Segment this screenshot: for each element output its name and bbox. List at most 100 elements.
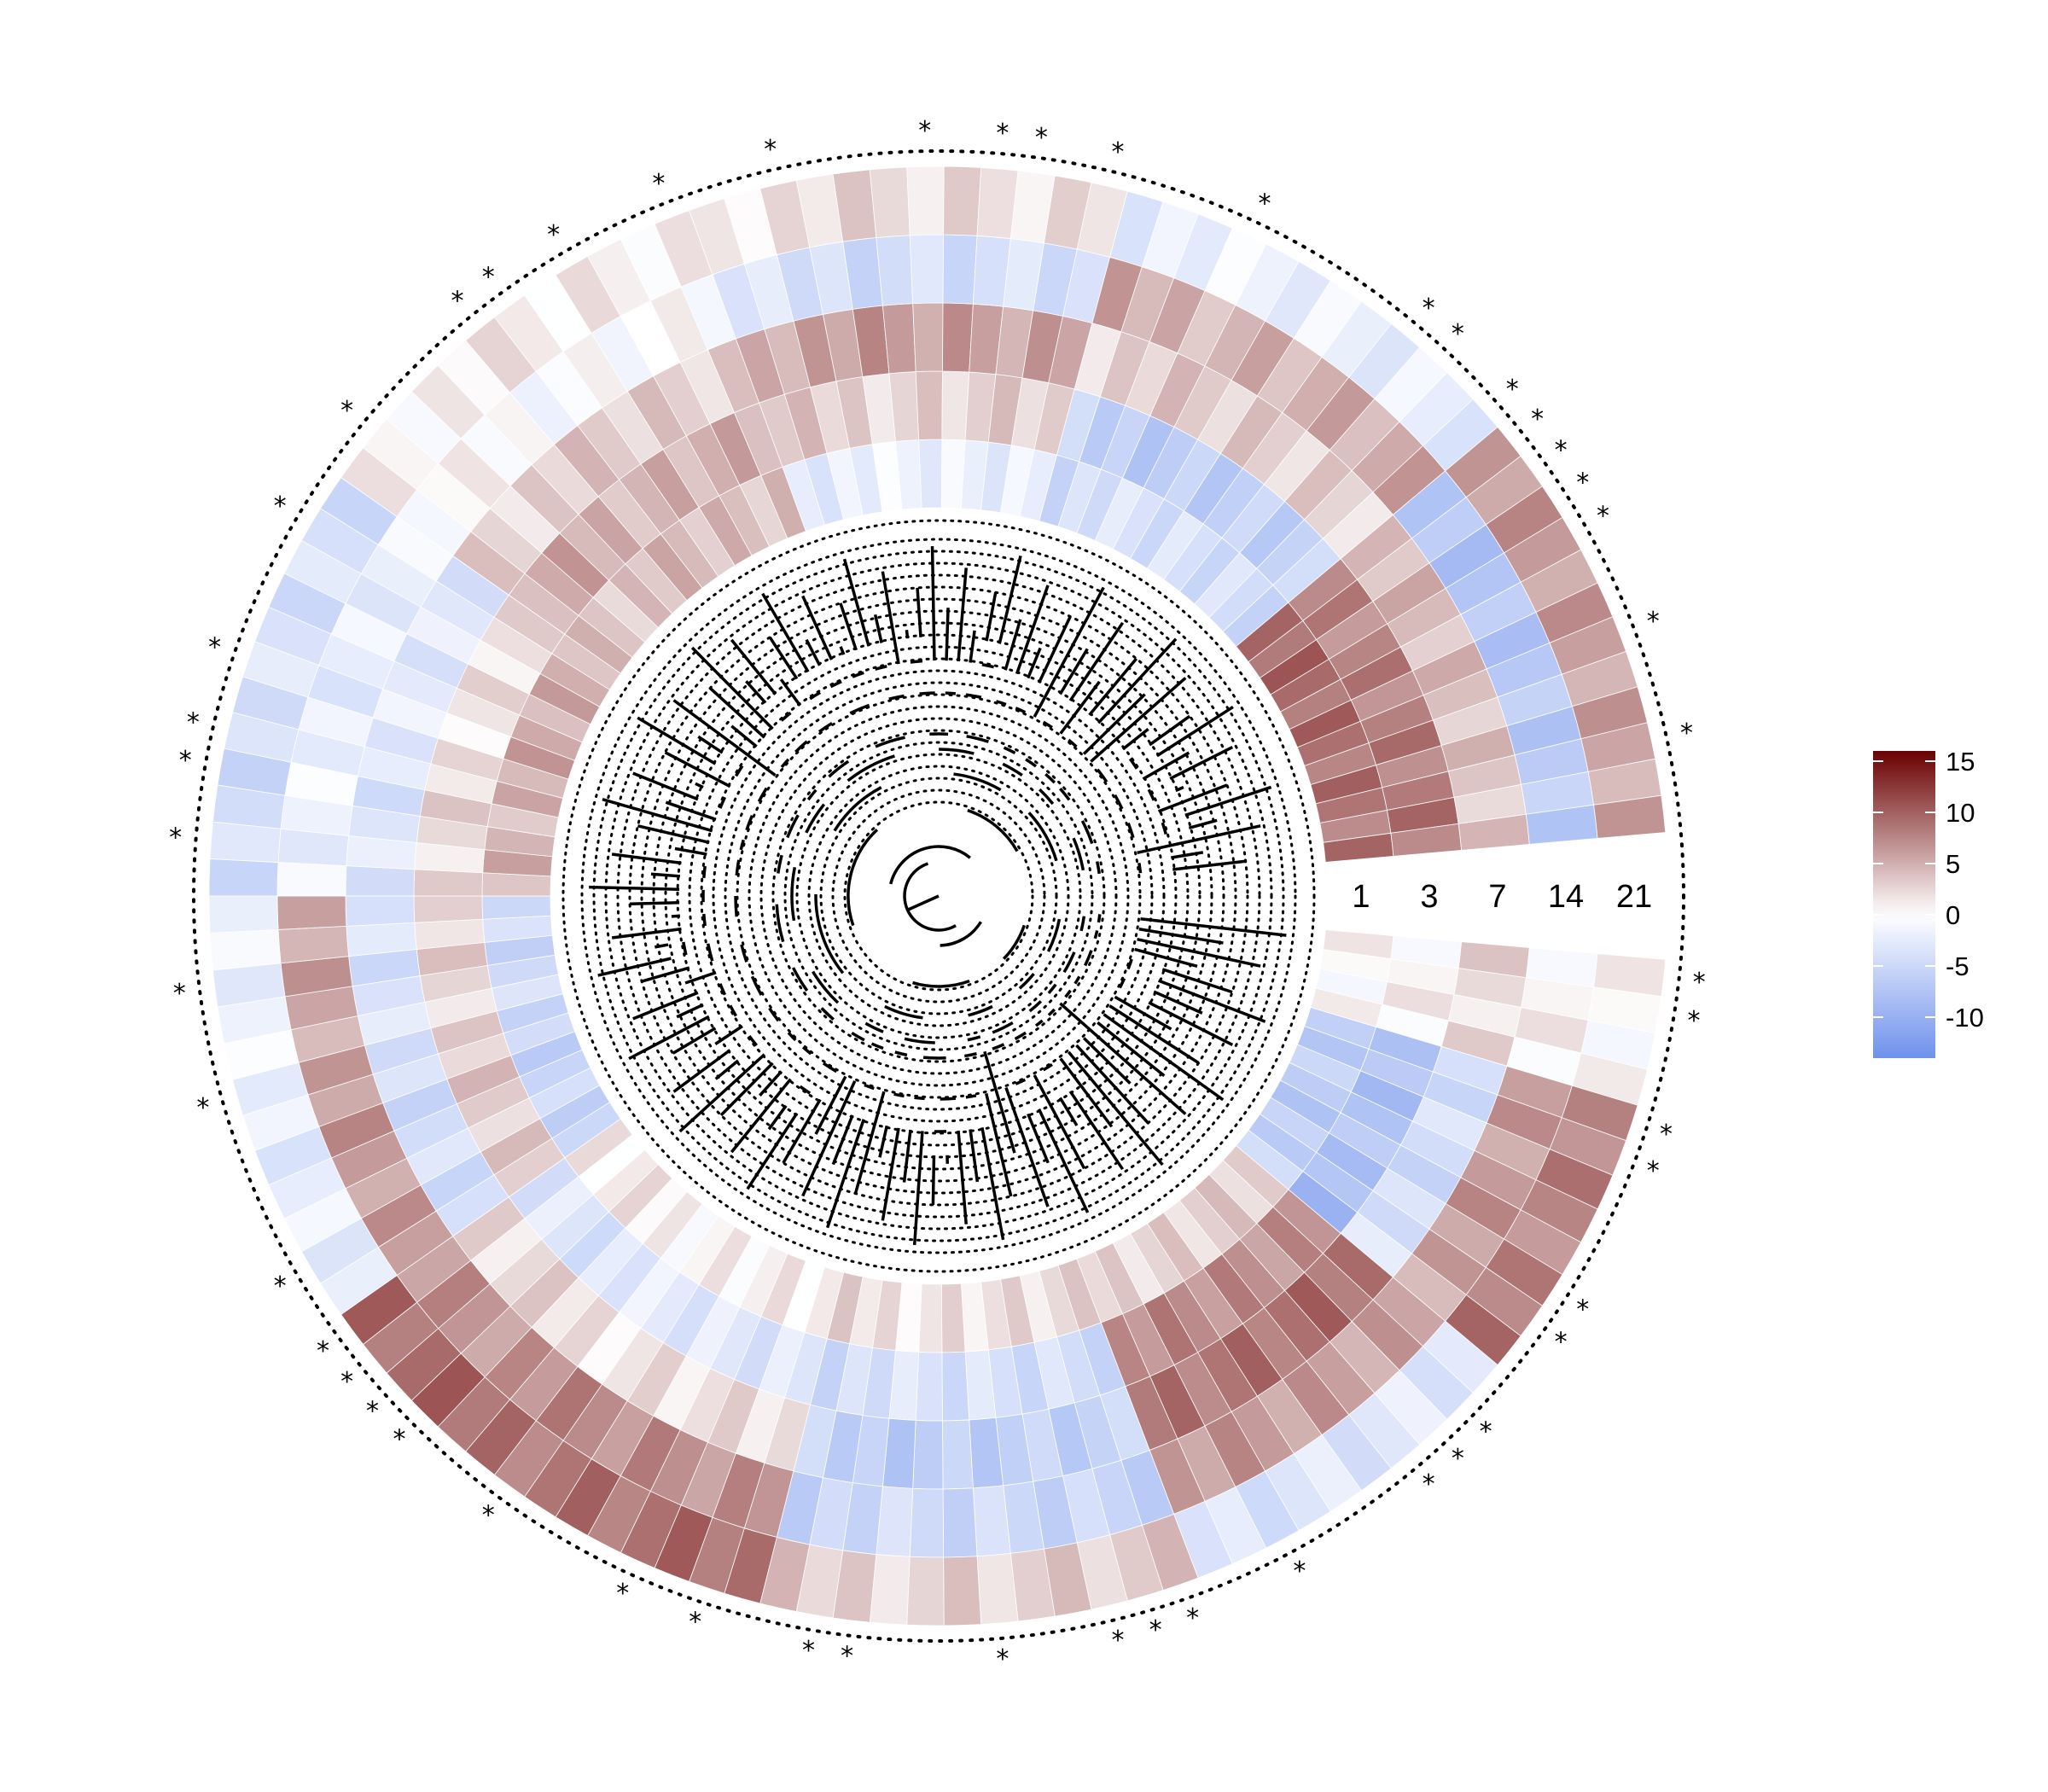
tree-branch — [995, 700, 1007, 707]
inner-boundary-circle — [561, 519, 1316, 1273]
tree-branch — [833, 786, 882, 832]
tree-guide-circle — [580, 538, 1297, 1254]
tree-branch — [814, 1075, 847, 1135]
tree-branch — [1137, 824, 1261, 855]
tree-branch — [1034, 1019, 1044, 1027]
tree-branch — [602, 798, 713, 833]
ring-label-14: 14 — [1548, 879, 1584, 915]
heatmap-cell — [942, 1419, 974, 1490]
tree-branch — [1126, 822, 1135, 839]
tree-branch — [1142, 751, 1190, 781]
heatmap-cell — [276, 895, 347, 930]
tree-branch — [905, 630, 910, 639]
significance-star: * — [340, 1367, 353, 1397]
tree-guide-circle — [759, 717, 1118, 1075]
significance-star: * — [169, 823, 182, 853]
tree-branch — [768, 1007, 780, 1022]
tree-branch — [864, 1083, 875, 1091]
tree-branch — [1088, 657, 1138, 717]
tree-branch — [759, 1070, 783, 1097]
dendrogram — [589, 546, 1287, 1246]
heatmap-cell — [912, 302, 944, 373]
tree-branch — [930, 546, 936, 661]
tree-branch — [1148, 1001, 1234, 1047]
heatmap-cell — [869, 166, 911, 238]
heatmap-cell — [909, 1487, 945, 1558]
tree-branch — [672, 1049, 731, 1093]
tree-branch — [957, 1130, 968, 1225]
significance-star: * — [1112, 137, 1125, 167]
significance-star: * — [317, 1336, 329, 1366]
tree-branch — [761, 592, 810, 673]
tree-branch — [1172, 859, 1246, 871]
ring-labels: 1 3 7 14 21 — [1352, 879, 1652, 915]
tree-branch — [780, 712, 792, 722]
tree-branch — [1033, 1074, 1086, 1170]
tree-branch — [893, 1092, 905, 1098]
tree-branch — [1039, 788, 1055, 806]
tree-branch — [1121, 727, 1149, 751]
tree-guide-circle — [783, 741, 1094, 1051]
outer-dotted-circle — [192, 149, 1685, 1643]
tree-branch — [746, 1112, 799, 1190]
significance-star: * — [996, 119, 1009, 148]
tree-branch — [812, 970, 840, 1004]
significance-star: * — [1259, 189, 1271, 218]
tree-branch — [1064, 989, 1072, 998]
heatmap-cell — [1593, 794, 1667, 839]
tree-branch — [875, 736, 905, 748]
heatmap-cell — [915, 1352, 943, 1422]
tree-guide-circle — [700, 657, 1178, 1135]
significance-star: * — [1480, 1417, 1492, 1446]
tree-branch — [690, 646, 774, 730]
tree-branch — [1037, 615, 1072, 684]
tree-branch — [1126, 958, 1133, 970]
tree-branch — [940, 921, 982, 947]
tree-branch — [1015, 585, 1050, 675]
tree-guide-circle — [795, 753, 1082, 1039]
tree-branch — [969, 1129, 980, 1183]
tree-branch — [750, 975, 763, 996]
tree-branch — [1028, 1000, 1043, 1013]
tree-guide-circle — [616, 573, 1261, 1219]
heatmap-cell — [941, 370, 970, 441]
significance-star: * — [196, 1093, 209, 1123]
tree-branch — [697, 735, 724, 754]
tree-branch — [1128, 758, 1138, 770]
significance-star: * — [918, 116, 931, 146]
tree-branch — [1072, 837, 1085, 871]
tree-branch — [1095, 861, 1101, 875]
legend-tick-label: 0 — [1946, 900, 1960, 930]
heatmap-cell — [906, 1556, 945, 1626]
tree-branch — [906, 894, 940, 911]
tree-branch — [767, 1104, 788, 1131]
tree-branch — [1044, 772, 1056, 784]
heatmap-cell — [915, 370, 943, 440]
heatmap-cell — [277, 925, 350, 964]
tree-branch — [983, 1050, 1016, 1154]
tree-branch — [709, 687, 766, 739]
tree-branch — [914, 1096, 925, 1101]
tree-branch — [981, 663, 995, 669]
tree-branch — [1018, 973, 1035, 990]
tree-branch — [894, 1050, 908, 1057]
tree-branch — [1188, 818, 1218, 829]
significance-star: * — [841, 1642, 853, 1672]
heatmap-cell — [941, 1351, 970, 1422]
tree-branch — [611, 852, 682, 865]
tree-branch — [992, 1021, 1014, 1034]
tree-branch — [945, 691, 957, 695]
tree-guide-circle — [652, 609, 1225, 1183]
significance-star: * — [451, 286, 464, 316]
tree-branch — [801, 595, 834, 660]
tree-branch — [912, 980, 970, 988]
tree-branch — [779, 678, 802, 707]
tree-branch — [632, 991, 699, 1021]
tree-branch — [589, 885, 680, 892]
outer-dotted-circle-line — [192, 149, 1685, 1643]
tree-branch — [902, 1129, 912, 1183]
tree-branch — [641, 966, 690, 983]
significance-star: * — [1293, 1556, 1306, 1586]
tree-branch — [1042, 720, 1053, 730]
tree-branch — [822, 1062, 838, 1073]
